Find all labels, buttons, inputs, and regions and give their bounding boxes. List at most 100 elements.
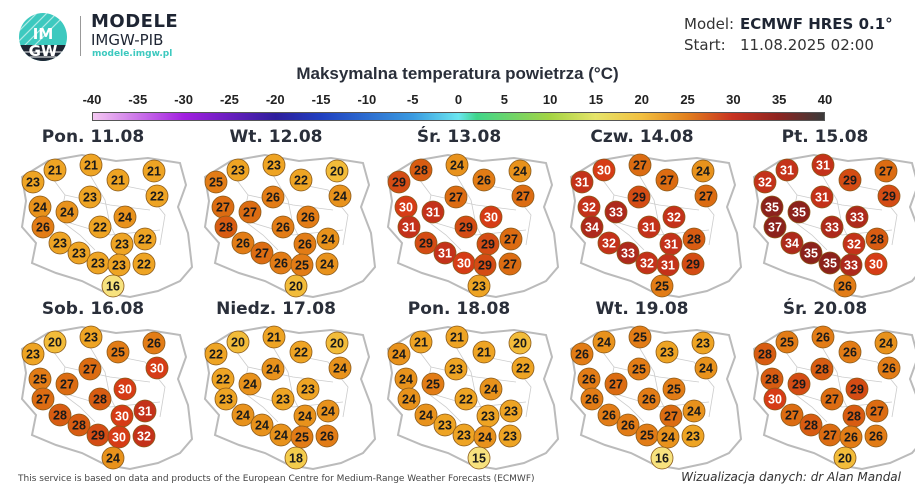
station-temperature: 28 xyxy=(414,164,428,178)
station-circle xyxy=(753,170,777,194)
station-temperature: 33 xyxy=(621,247,635,261)
station-marker: 26 xyxy=(839,425,863,449)
station-circle xyxy=(289,168,313,192)
station-circle xyxy=(787,372,811,396)
station-marker: 16 xyxy=(650,446,674,470)
station-temperature: 23 xyxy=(26,176,40,190)
station-marker: 26 xyxy=(637,387,661,411)
station-temperature: 25 xyxy=(295,431,309,445)
map-date-title: Pon. 18.08 xyxy=(407,299,511,319)
station-marker: 27 xyxy=(655,168,679,192)
station-circle xyxy=(21,170,45,194)
station-temperature: 18 xyxy=(289,452,303,466)
station-temperature: 20 xyxy=(289,280,303,294)
brand-url[interactable]: modele.imgw.pl xyxy=(92,49,173,59)
station-temperature: 26 xyxy=(585,393,599,407)
colorbar-tick: -25 xyxy=(220,92,239,107)
station-marker: 26 xyxy=(570,342,594,366)
station-marker: 25 xyxy=(421,372,445,396)
colorbar-tick: 20 xyxy=(634,92,649,107)
station-marker: 21 xyxy=(79,153,103,177)
station-temperature: 32 xyxy=(847,238,861,252)
station-temperature: 31 xyxy=(642,221,656,235)
station-temperature: 35 xyxy=(792,206,806,220)
station-marker: 22 xyxy=(211,367,235,391)
station-circle xyxy=(472,168,496,192)
station-marker: 28 xyxy=(409,158,433,182)
station-marker: 35 xyxy=(799,241,823,265)
station-circle xyxy=(628,153,652,177)
station-temperature: 23 xyxy=(449,363,463,377)
station-circle xyxy=(833,446,857,470)
station-circle xyxy=(616,413,640,437)
start-value: 11.08.2025 02:00 xyxy=(740,36,874,54)
station-marker: 27 xyxy=(498,252,522,276)
brand-name: MODELE xyxy=(91,11,179,32)
colorbar-tick: 10 xyxy=(542,92,558,107)
station-temperature: 31 xyxy=(402,221,416,235)
station-marker: 27 xyxy=(238,200,262,224)
station-circle xyxy=(107,253,131,277)
station-temperature: 31 xyxy=(138,405,152,419)
station-temperature: 20 xyxy=(513,337,527,351)
station-marker: 30 xyxy=(864,252,888,276)
station-circle xyxy=(845,377,869,401)
station-circle xyxy=(604,200,628,224)
station-circle xyxy=(78,357,102,381)
station-temperature: 26 xyxy=(266,191,280,205)
station-temperature: 28 xyxy=(53,409,67,423)
station-temperature: 31 xyxy=(664,238,678,252)
map-date-title: Wt. 19.08 xyxy=(595,299,689,319)
station-temperature: 23 xyxy=(115,238,129,252)
station-temperature: 23 xyxy=(83,191,97,205)
station-temperature: 24 xyxy=(399,373,413,387)
station-circle xyxy=(570,342,594,366)
station-temperature: 31 xyxy=(438,247,452,261)
station-temperature: 25 xyxy=(209,176,223,190)
station-temperature: 35 xyxy=(765,201,779,215)
station-marker: 22 xyxy=(145,184,169,208)
station-temperature: 24 xyxy=(60,206,74,220)
station-marker: 26 xyxy=(811,325,835,349)
station-temperature: 25 xyxy=(426,378,440,392)
station-circle xyxy=(604,372,628,396)
station-circle xyxy=(775,158,799,182)
station-marker: 23 xyxy=(444,357,468,381)
poland-map: 31 30 27 27 24 32 33 29 27 34 31 32 32 33 32 31 28 31 29 25 xyxy=(569,153,743,299)
station-temperature: 32 xyxy=(640,257,654,271)
station-circle xyxy=(262,325,286,349)
station-temperature: 20 xyxy=(48,336,62,350)
station-marker: 22 xyxy=(289,340,313,364)
colorbar-tick: 0 xyxy=(454,92,463,107)
station-circle xyxy=(55,372,79,396)
station-temperature: 23 xyxy=(503,430,517,444)
station-temperature: 27 xyxy=(664,410,678,424)
station-circle xyxy=(214,215,238,239)
station-temperature: 24 xyxy=(33,201,47,215)
station-circle xyxy=(284,446,308,470)
station-marker: 34 xyxy=(580,215,604,239)
station-circle xyxy=(113,205,137,229)
map-date-title: Pt. 15.08 xyxy=(781,127,869,147)
station-temperature: 31 xyxy=(780,164,794,178)
station-marker: 27 xyxy=(818,423,842,447)
station-marker: 20 xyxy=(284,274,308,298)
station-marker: 33 xyxy=(616,241,640,265)
station-temperature: 24 xyxy=(333,190,347,204)
station-temperature: 22 xyxy=(209,348,223,362)
station-circle xyxy=(682,227,706,251)
station-circle xyxy=(433,413,457,437)
station-circle xyxy=(656,425,680,449)
station-circle xyxy=(133,227,157,251)
station-circle xyxy=(637,387,661,411)
station-circle xyxy=(499,399,523,423)
station-temperature: 35 xyxy=(823,257,837,271)
colorbar-tick: 15 xyxy=(588,92,604,107)
colorbar-tick: -35 xyxy=(128,92,148,107)
station-marker: 20 xyxy=(325,159,349,183)
station-marker: 24 xyxy=(328,356,352,380)
station-marker: 24 xyxy=(397,387,421,411)
station-marker: 29 xyxy=(627,185,651,209)
station-temperature: 26 xyxy=(236,237,250,251)
station-circle xyxy=(88,215,112,239)
